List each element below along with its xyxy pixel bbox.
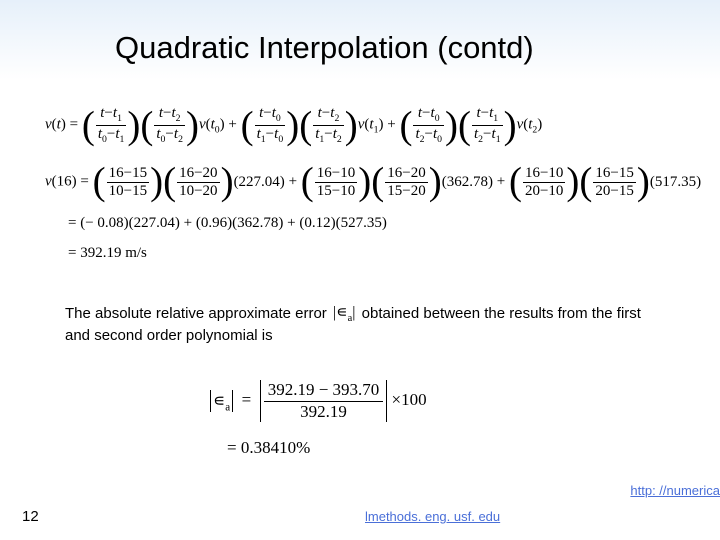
equation-result: = 392.19 m/s [68,245,147,262]
epsilon-symbol: |∊a| [331,302,358,326]
error-result: = 0.38410% [227,438,310,458]
body-part1: The absolute relative approximate error [65,305,331,322]
slide-title: Quadratic Interpolation (contd) [115,30,534,66]
footer-link-right[interactable]: http: //numerica [630,483,720,498]
equation-numeric: v(16) = (16−1510−15)(16−2010−20)(227.04)… [45,165,701,199]
slide-number: 12 [22,508,39,525]
error-equation: ∊a = 392.19 − 393.70392.19 ×100 [210,380,427,422]
equation-intermediate: = (− 0.08)(227.04) + (0.96)(362.78) + (0… [68,215,387,232]
body-paragraph: The absolute relative approximate error … [65,302,655,346]
equation-general: v(t) = (t−t1t0−t1)(t−t2t0−t2)v(t0) + (t−… [45,105,542,145]
footer-link-left[interactable]: lmethods. eng. usf. edu [365,509,500,524]
